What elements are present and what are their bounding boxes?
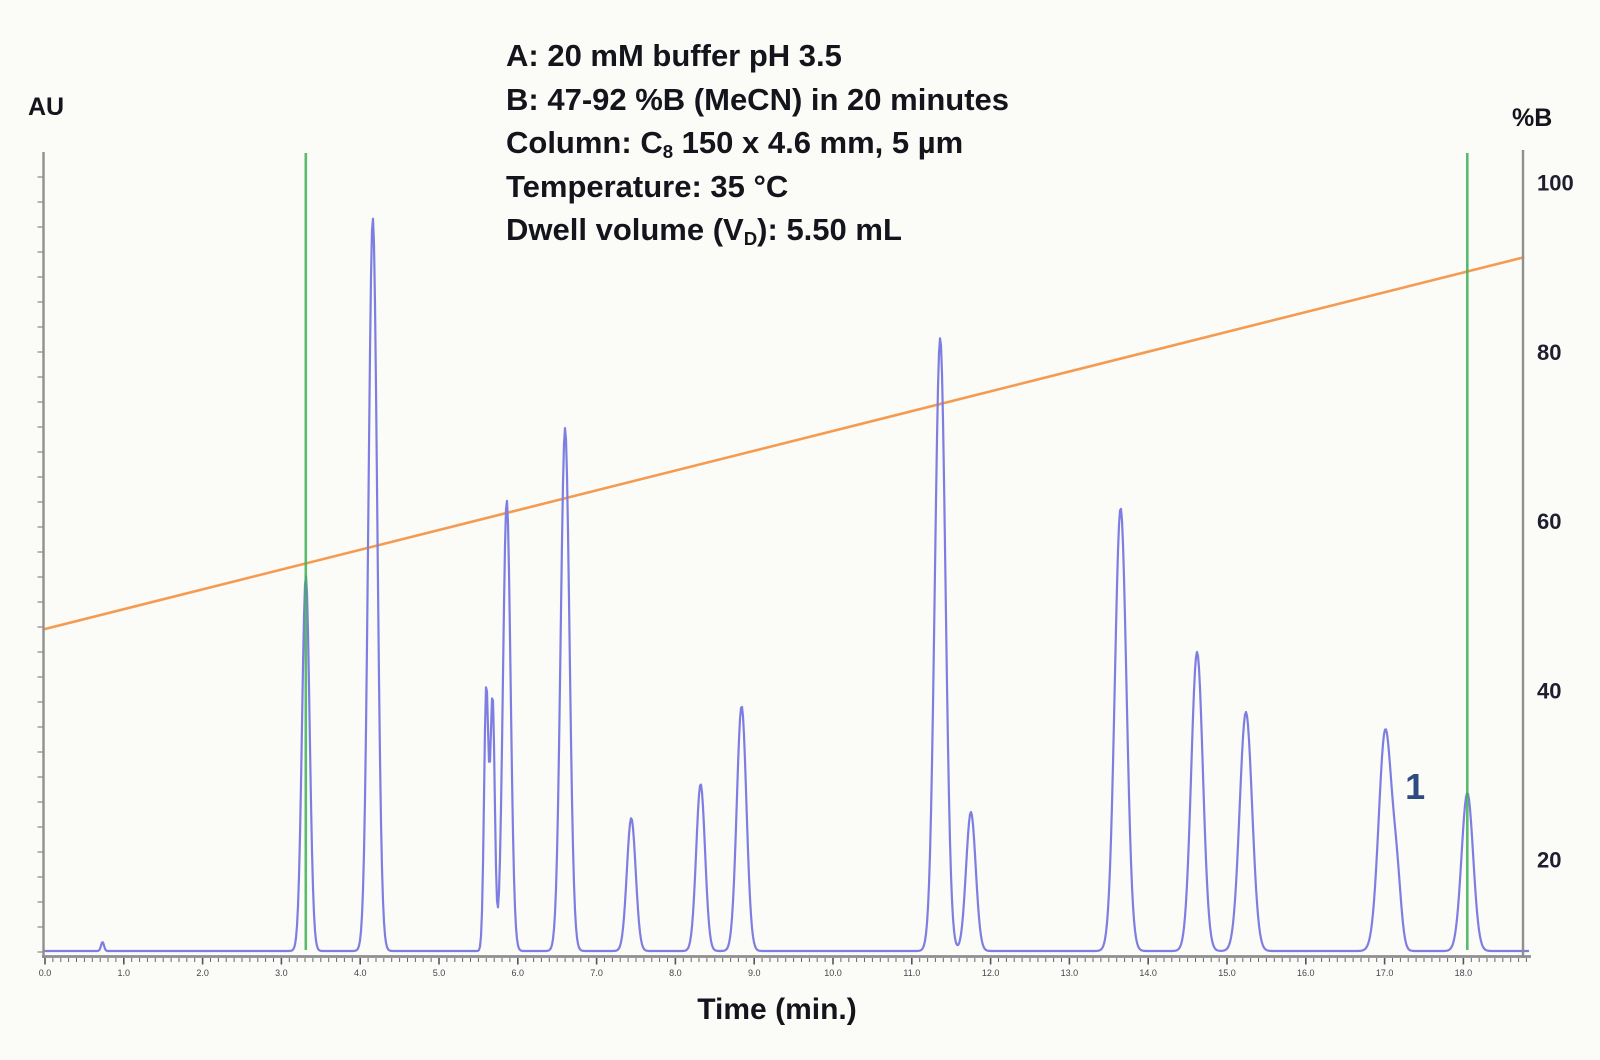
condition-text: C xyxy=(631,125,663,160)
x-tick-label: 11.0 xyxy=(903,968,920,978)
condition-line: Dwell volume (VD): 5.50 mL xyxy=(506,208,1009,252)
x-tick-label: 12.0 xyxy=(982,968,1000,978)
condition-line: B: 47-92 %B (MeCN) in 20 minutes xyxy=(506,78,1009,122)
condition-text: A: xyxy=(506,38,539,73)
x-tick-label: 18.0 xyxy=(1455,968,1473,978)
peak-number-label: 1 xyxy=(1405,766,1425,807)
gradient-percent-b-line xyxy=(43,256,1525,631)
condition-text: 20 mM buffer pH 3.5 xyxy=(538,38,842,73)
condition-subscript: D xyxy=(743,228,758,250)
condition-text: Dwell volume (V xyxy=(506,212,744,247)
condition-line: A: 20 mM buffer pH 3.5 xyxy=(506,34,1009,78)
x-axis-title: Time (min.) xyxy=(697,993,857,1026)
x-tick-label: 5.0 xyxy=(433,968,446,978)
x-tick-label: 4.0 xyxy=(354,968,367,978)
condition-text: 35 °C xyxy=(701,168,789,204)
method-conditions-block: A: 20 mM buffer pH 3.5 B: 47-92 %B (MeCN)… xyxy=(506,34,1009,252)
percent-b-tick-label: 100 xyxy=(1537,171,1574,196)
x-tick-label: 0.0 xyxy=(39,968,52,978)
left-axis-title: AU xyxy=(28,93,65,121)
percent-b-tick-label: 60 xyxy=(1537,509,1561,534)
x-tick-label: 16.0 xyxy=(1297,968,1315,978)
condition-line: Column: C8 150 x 4.6 mm, 5 µm xyxy=(506,121,1009,165)
x-tick-label: 15.0 xyxy=(1218,968,1236,978)
percent-b-tick-label: 40 xyxy=(1537,678,1561,703)
condition-text: 150 x 4.6 mm, 5 µm xyxy=(673,125,964,160)
condition-text: Temperature: xyxy=(506,168,702,204)
peak-annotations: 1 xyxy=(1405,766,1425,807)
right-axis-title: %B xyxy=(1512,104,1553,132)
x-tick-label: 10.0 xyxy=(824,968,842,978)
condition-text: 5.50 mL xyxy=(777,212,902,247)
condition-text: ): xyxy=(757,212,778,247)
x-tick-label: 6.0 xyxy=(512,968,525,978)
x-tick-label: 13.0 xyxy=(1061,968,1079,978)
condition-line: Temperature: 35 °C xyxy=(506,165,1009,209)
condition-text: 47-92 %B (MeCN) in 20 minutes xyxy=(538,81,1010,117)
right-axis-tick-labels: 100 80 60 40 20 xyxy=(1537,171,1574,873)
percent-b-tick-label: 20 xyxy=(1537,848,1561,873)
x-tick-label: 1.0 xyxy=(118,968,131,978)
x-axis-ticks xyxy=(44,958,1527,965)
x-axis-tick-labels: 0.0 1.0 2.0 3.0 4.0 5.0 6.0 7.0 8.0 9.0 10.0 11.0 12… xyxy=(39,968,1472,978)
condition-text: Column: xyxy=(506,125,632,160)
x-tick-label: 17.0 xyxy=(1376,968,1394,978)
percent-b-tick-label: 80 xyxy=(1537,340,1561,365)
gradient-window-markers xyxy=(304,153,1469,950)
x-tick-label: 9.0 xyxy=(748,968,761,978)
axes xyxy=(37,150,1531,958)
x-tick-label: 3.0 xyxy=(275,968,288,978)
x-tick-label: 8.0 xyxy=(669,968,682,978)
condition-text: B: xyxy=(506,81,539,117)
x-tick-label: 14.0 xyxy=(1139,968,1157,978)
x-tick-label: 7.0 xyxy=(590,968,603,978)
condition-subscript: 8 xyxy=(662,141,674,163)
uv-trace xyxy=(42,217,1530,953)
x-tick-label: 2.0 xyxy=(196,968,209,978)
